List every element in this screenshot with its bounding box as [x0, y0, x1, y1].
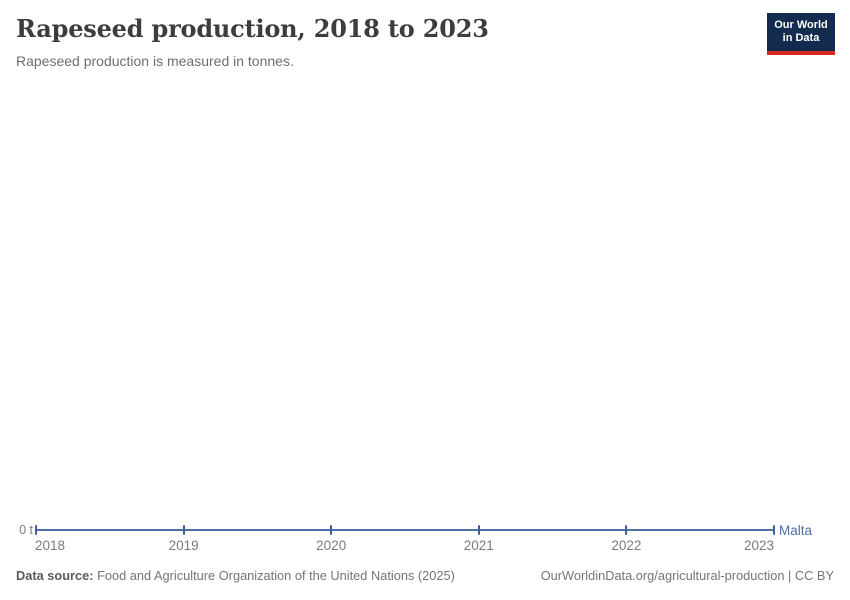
x-axis-tick-label: 2023 — [743, 538, 774, 553]
x-axis-tick-label: 2020 — [316, 538, 347, 553]
chart-subtitle: Rapeseed production is measured in tonne… — [16, 53, 294, 69]
owid-logo-line2: in Data — [782, 32, 820, 44]
x-axis-tick — [625, 525, 628, 535]
y-axis-zero-label: 0 t — [19, 523, 33, 537]
x-axis-tick — [477, 525, 480, 535]
x-axis-tick-label: 2018 — [35, 538, 66, 553]
series-label-malta[interactable]: Malta — [779, 523, 813, 538]
page-title: Rapeseed production, 2018 to 2023 — [16, 14, 489, 43]
x-axis-tick — [330, 525, 333, 535]
x-axis-tick-label: 2021 — [463, 538, 494, 553]
footer-link[interactable]: OurWorldinData.org/agricultural-producti… — [540, 568, 834, 583]
x-axis-tick — [35, 525, 37, 535]
data-source-text: Food and Agriculture Organization of the… — [93, 568, 455, 583]
data-source-label: Data source: — [16, 568, 94, 583]
x-axis: 2018 2019 2020 2021 2022 2023 — [35, 525, 775, 553]
x-axis-tick — [773, 525, 775, 535]
x-axis-tick-label: 2022 — [611, 538, 642, 553]
x-axis-tick-label: 2019 — [168, 538, 199, 553]
chart-footer: Data source: Food and Agriculture Organi… — [0, 568, 850, 583]
owid-logo: Our World in Data — [767, 13, 835, 55]
series-line-malta[interactable] — [36, 529, 774, 531]
data-source-note: Data source: Food and Agriculture Organi… — [16, 568, 455, 583]
x-axis-tick — [182, 525, 185, 535]
owid-logo-line1: Our World — [774, 19, 828, 32]
